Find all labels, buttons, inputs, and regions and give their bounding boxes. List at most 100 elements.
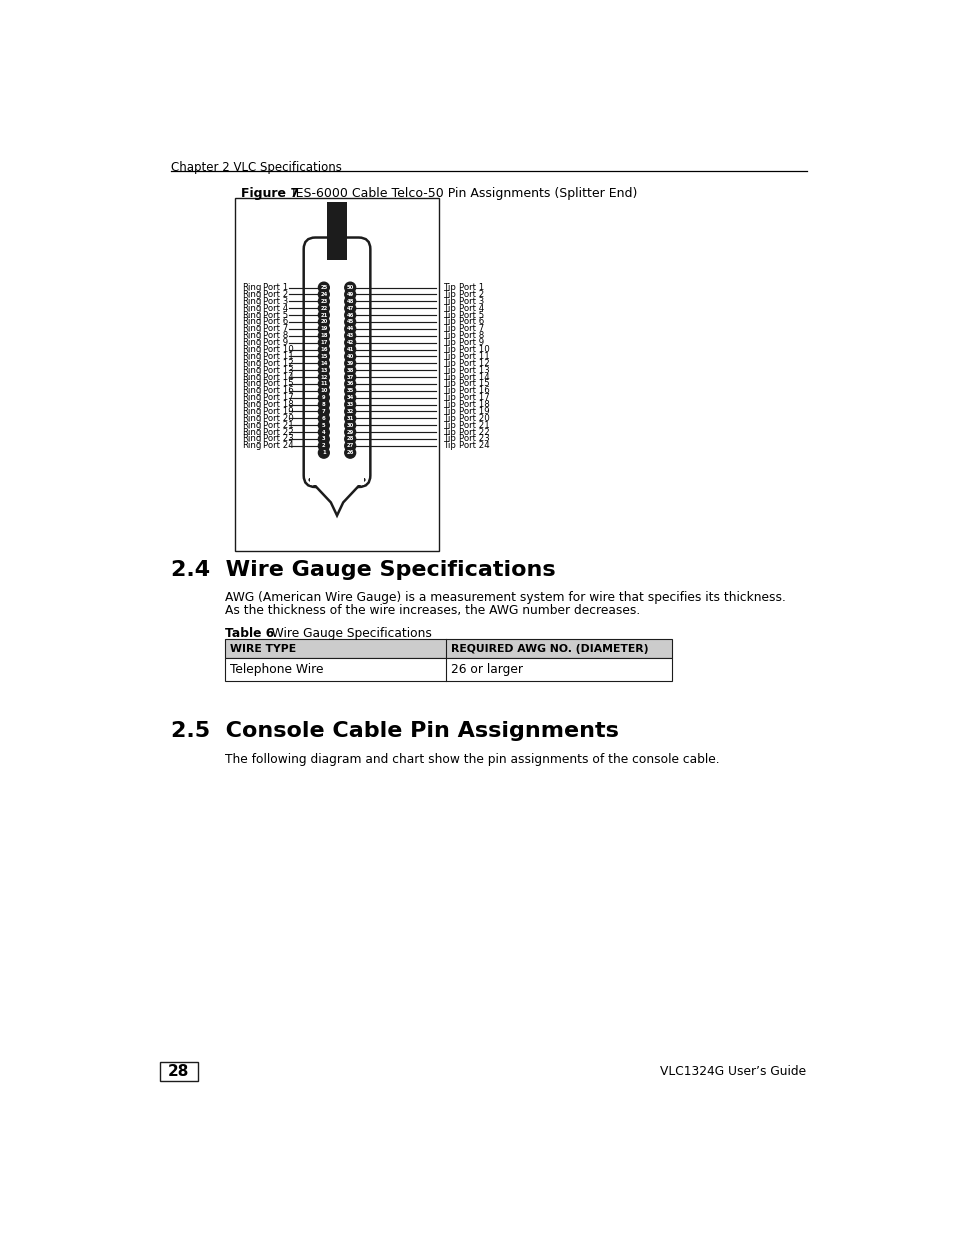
Bar	[225, 640, 671, 658]
Text: 33: 33	[346, 403, 354, 408]
Text: 39: 39	[346, 361, 354, 366]
Text: Port 2: Port 2	[459, 290, 484, 299]
Text: Tip: Tip	[443, 427, 456, 437]
Text: Port 13: Port 13	[262, 366, 294, 374]
Circle shape	[318, 296, 329, 306]
Text: 13: 13	[320, 368, 327, 373]
Circle shape	[318, 420, 329, 431]
Text: 20: 20	[320, 320, 327, 325]
Text: Port 13: Port 13	[459, 366, 490, 374]
Text: Port 17: Port 17	[262, 393, 294, 403]
Circle shape	[344, 385, 355, 396]
Text: 37: 37	[346, 374, 354, 379]
Text: 29: 29	[346, 430, 354, 435]
Text: Ring: Ring	[242, 345, 261, 354]
Text: AWG (American Wire Gauge) is a measurement system for wire that specifies its th: AWG (American Wire Gauge) is a measureme…	[225, 592, 785, 604]
Text: Port 16: Port 16	[262, 387, 294, 395]
Bar	[310, 478, 364, 485]
Text: Port 4: Port 4	[459, 304, 484, 312]
Text: 22: 22	[320, 306, 327, 311]
Text: Port 14: Port 14	[459, 373, 490, 382]
Text: Tip: Tip	[443, 317, 456, 326]
Circle shape	[344, 316, 355, 327]
Circle shape	[318, 303, 329, 314]
Circle shape	[318, 358, 329, 369]
Text: 4: 4	[322, 430, 325, 435]
Text: Port 19: Port 19	[262, 408, 293, 416]
Circle shape	[344, 351, 355, 362]
Circle shape	[318, 433, 329, 445]
Circle shape	[318, 447, 329, 458]
Circle shape	[344, 345, 355, 354]
Text: Port 5: Port 5	[459, 310, 484, 320]
Text: Port 6: Port 6	[459, 317, 484, 326]
Text: 25: 25	[320, 285, 327, 290]
Text: Tip: Tip	[443, 290, 456, 299]
Text: Port 8: Port 8	[459, 331, 484, 341]
Text: 5: 5	[322, 422, 325, 427]
Text: Port 7: Port 7	[459, 325, 484, 333]
Text: Ring: Ring	[242, 414, 261, 422]
Text: 30: 30	[346, 422, 354, 427]
Circle shape	[344, 372, 355, 383]
Text: Ring: Ring	[242, 304, 261, 312]
Text: Port 15: Port 15	[262, 379, 294, 389]
Text: Ring: Ring	[242, 325, 261, 333]
Text: Wire Gauge Specifications: Wire Gauge Specifications	[259, 627, 431, 640]
Text: 12: 12	[320, 374, 327, 379]
Text: Ring: Ring	[242, 427, 261, 437]
Text: The following diagram and chart show the pin assignments of the console cable.: The following diagram and chart show the…	[225, 753, 720, 767]
Text: 31: 31	[346, 416, 354, 421]
Text: 40: 40	[346, 354, 354, 359]
Text: 28: 28	[168, 1063, 190, 1079]
Text: Ring: Ring	[242, 441, 261, 451]
Text: 2: 2	[322, 443, 325, 448]
Circle shape	[344, 364, 355, 375]
Text: Ring: Ring	[242, 408, 261, 416]
Circle shape	[318, 310, 329, 321]
Text: 35: 35	[346, 388, 354, 393]
Text: Port 14: Port 14	[262, 373, 294, 382]
Circle shape	[318, 427, 329, 437]
Text: Port 9: Port 9	[459, 338, 484, 347]
Text: Port 1: Port 1	[459, 283, 484, 291]
Circle shape	[318, 330, 329, 341]
Text: Port 18: Port 18	[262, 400, 294, 409]
Text: Port 1: Port 1	[262, 283, 288, 291]
Circle shape	[344, 447, 355, 458]
Text: Tip: Tip	[443, 421, 456, 430]
Text: Port 17: Port 17	[459, 393, 490, 403]
Text: 23: 23	[320, 299, 327, 304]
Text: 7: 7	[322, 409, 325, 414]
Text: Ring: Ring	[242, 435, 261, 443]
Text: Port 12: Port 12	[459, 359, 490, 368]
Text: 17: 17	[320, 340, 327, 345]
Text: 26 or larger: 26 or larger	[451, 663, 522, 676]
Text: Tip: Tip	[443, 414, 456, 422]
Bar	[327, 203, 347, 259]
Text: Port 2: Port 2	[262, 290, 288, 299]
Text: 44: 44	[346, 326, 354, 331]
Circle shape	[344, 399, 355, 410]
Circle shape	[318, 345, 329, 354]
Text: Ring: Ring	[242, 393, 261, 403]
Circle shape	[344, 379, 355, 389]
Text: 28: 28	[346, 436, 354, 441]
Circle shape	[318, 406, 329, 417]
Text: 8: 8	[321, 403, 325, 408]
Text: 46: 46	[346, 312, 354, 317]
Text: Tip: Tip	[443, 296, 456, 306]
Circle shape	[344, 427, 355, 437]
Text: IES-6000 Cable Telco-50 Pin Assignments (Splitter End): IES-6000 Cable Telco-50 Pin Assignments …	[279, 186, 637, 200]
Text: Port 15: Port 15	[459, 379, 490, 389]
Text: 27: 27	[346, 443, 354, 448]
Text: Tip: Tip	[443, 345, 456, 354]
Circle shape	[318, 364, 329, 375]
Circle shape	[318, 379, 329, 389]
Circle shape	[344, 433, 355, 445]
Text: Tip: Tip	[443, 441, 456, 451]
Text: Port 24: Port 24	[459, 441, 490, 451]
Text: 3: 3	[322, 436, 325, 441]
Text: Table 6: Table 6	[225, 627, 274, 640]
Text: Tip: Tip	[443, 304, 456, 312]
